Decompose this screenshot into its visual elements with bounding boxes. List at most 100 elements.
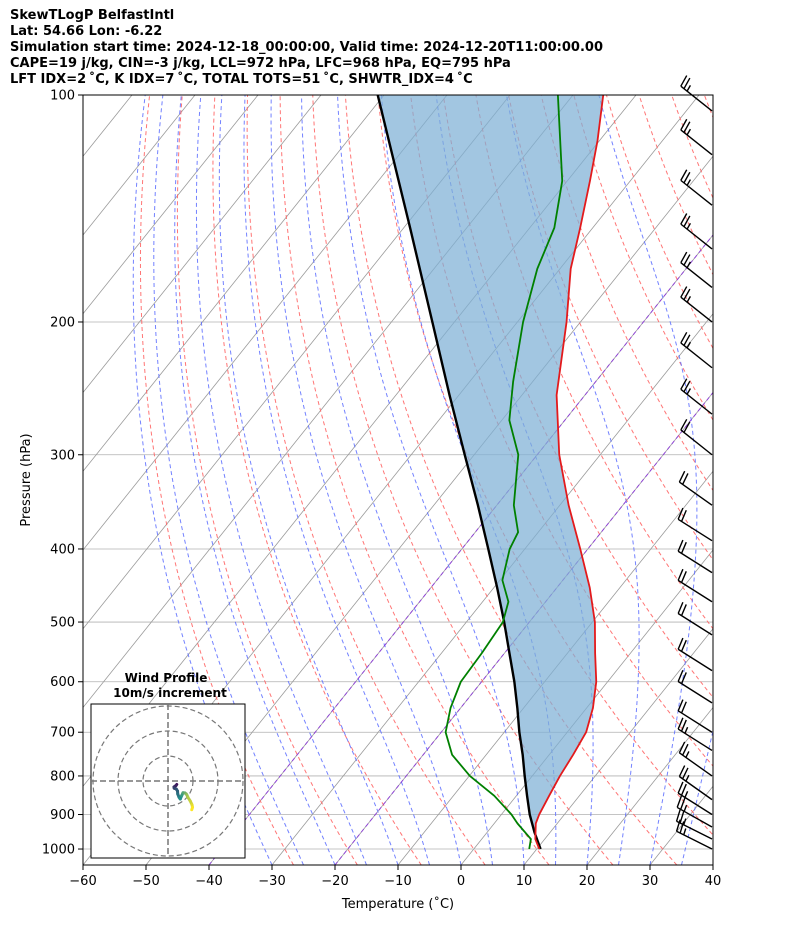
moist-adiabat-line [745, 95, 794, 865]
moist-adiabat-line [681, 728, 713, 865]
isotherm-line [83, 95, 322, 394]
y-tick-label: 600 [50, 675, 75, 690]
barb-feather [677, 699, 684, 712]
wind-barb [677, 568, 713, 603]
moist-adiabat-line [301, 95, 493, 865]
moist-adiabat-line [174, 95, 336, 865]
wind-barb [677, 539, 713, 574]
barb-feather [683, 288, 691, 301]
barb-shaft [677, 518, 713, 542]
x-tick-label: −10 [384, 874, 411, 889]
barb-feather [676, 795, 683, 808]
barb-shaft [678, 775, 713, 801]
wind-barb [680, 251, 713, 289]
wind-barb [677, 717, 713, 752]
x-tick-label: −60 [69, 874, 96, 889]
y-tick-label: 700 [50, 726, 75, 741]
wind-barb [675, 819, 713, 850]
barb-shaft [677, 612, 713, 636]
wind-barb [680, 418, 713, 456]
isotherm-line [271, 313, 713, 865]
barb-shaft [680, 129, 713, 156]
barb-shaft [680, 342, 713, 369]
wind-barbs [675, 75, 713, 850]
stability-indices-2: LFT IDX=2 ˚C, K IDX=7 ˚C, TOTAL TOTS=51 … [10, 72, 473, 87]
barb-shaft [680, 296, 713, 323]
x-tick-label: 20 [579, 874, 596, 889]
wind-barb [677, 699, 713, 733]
dry-adiabat-line [246, 95, 486, 865]
wind-barb [680, 169, 713, 206]
barb-half-feather [684, 791, 689, 798]
barb-shaft [677, 710, 713, 733]
isotherm-line [83, 95, 259, 315]
barb-shaft [676, 820, 713, 840]
barb-shaft [680, 85, 713, 112]
barb-half-feather [684, 726, 689, 734]
isotherm-line [586, 706, 713, 865]
station-title: SkewTLogP BelfastIntl [10, 8, 175, 23]
y-tick-label: 400 [50, 542, 75, 557]
x-tick-label: 0 [457, 874, 465, 889]
moist-adiabat-line [153, 95, 304, 865]
x-axis-label: Temperature (˚C) [341, 896, 454, 912]
barb-feather [683, 77, 691, 90]
y-tick-label: 900 [50, 808, 75, 823]
station-coords: Lat: 54.66 Lon: -6.22 [10, 24, 163, 39]
barb-feather [683, 380, 691, 393]
x-tick-label: −30 [258, 874, 285, 889]
dry-adiabat-line [605, 95, 713, 350]
moist-adiabat-line [598, 95, 698, 865]
x-tick-label: −20 [321, 874, 348, 889]
stability-indices-1: CAPE=19 j/kg, CIN=-3 j/kg, LCL=972 hPa, … [10, 56, 511, 71]
barb-feather [677, 602, 684, 614]
isotherm-line [83, 95, 385, 472]
barb-feather [679, 821, 685, 834]
barb-half-feather [686, 128, 692, 136]
wind-barb [680, 75, 713, 112]
hodograph-segment [190, 805, 194, 812]
barb-shaft [677, 648, 713, 672]
moist-adiabat-line [195, 95, 367, 865]
isotherm-line [649, 785, 713, 865]
barb-half-feather [686, 388, 692, 395]
y-axis-label: Pressure (hPa) [19, 433, 34, 526]
dry-adiabat-line [540, 95, 713, 492]
barb-shaft [678, 752, 713, 777]
x-tick-label: −50 [132, 874, 159, 889]
barb-feather [680, 118, 688, 131]
sounding-profiles [376, 95, 605, 850]
dry-adiabat-line [508, 95, 713, 561]
hodograph-subtitle: 10m/s increment [113, 686, 227, 700]
barb-feather [677, 637, 684, 650]
isotherm-line [83, 95, 196, 236]
barb-feather [680, 213, 688, 225]
cape-area [377, 95, 604, 836]
barb-feather [680, 286, 688, 298]
wind-barb [678, 470, 713, 506]
wind-barb [680, 378, 713, 415]
barb-shaft [677, 792, 713, 816]
wind-barb [677, 602, 713, 636]
y-tick-label: 800 [50, 769, 75, 784]
moist-adiabat-line [712, 863, 713, 865]
x-tick-label: 40 [705, 874, 722, 889]
barb-shaft [676, 830, 713, 850]
barb-feather [683, 254, 691, 266]
barb-shaft [677, 728, 713, 752]
barb-feather [683, 334, 691, 346]
isotherm-line [523, 628, 713, 865]
barb-feather [680, 75, 688, 87]
wind-barb [675, 809, 713, 840]
barb-feather [680, 672, 687, 684]
dewpoint-profile-line [444, 95, 564, 850]
isotherm-line [0, 95, 69, 865]
x-tick-label: 10 [516, 874, 533, 889]
barb-feather [680, 251, 688, 264]
hodograph-title: Wind Profile [125, 671, 208, 685]
barb-half-feather [686, 85, 692, 92]
wind-barb [680, 213, 713, 250]
barb-feather [680, 418, 688, 431]
isotherm-line [83, 95, 448, 551]
